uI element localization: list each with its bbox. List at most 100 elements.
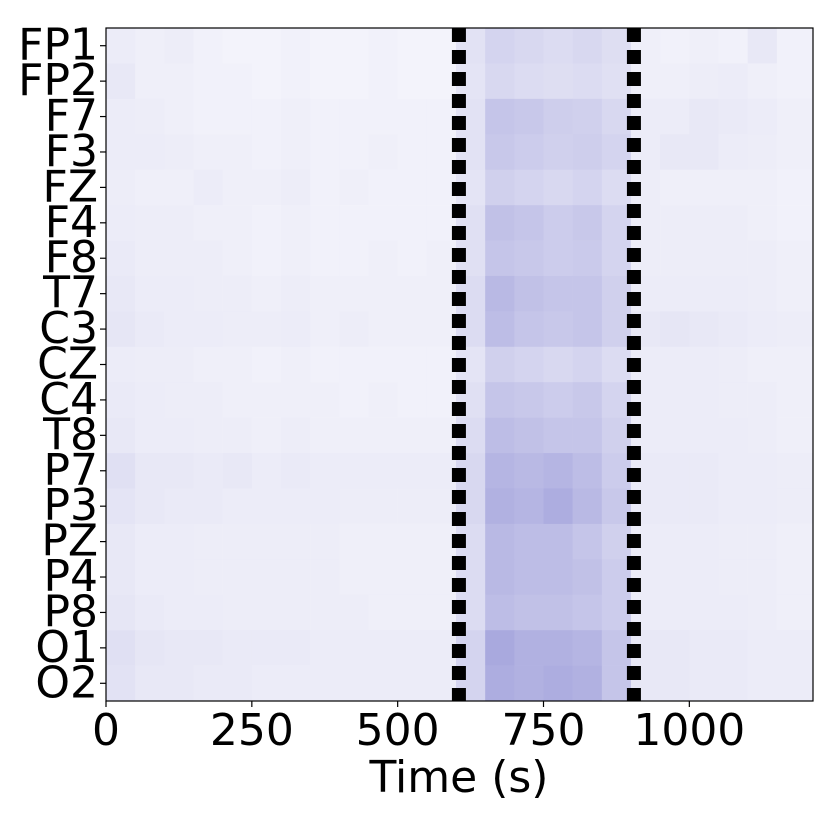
heatmap-cell	[193, 346, 223, 383]
heatmap-cell	[514, 417, 544, 454]
heatmap-cell	[368, 523, 398, 560]
y-tick-label: FZ	[43, 161, 98, 212]
heatmap-cell	[193, 382, 223, 418]
heatmap-cell	[747, 169, 778, 206]
heatmap-cell	[368, 169, 398, 206]
x-tick-label: 0	[92, 705, 120, 756]
heatmap-cell	[193, 275, 223, 312]
heatmap-cell	[485, 488, 515, 525]
heatmap-cell	[106, 169, 136, 206]
heatmap-cell	[193, 488, 223, 525]
heatmap-cell	[426, 523, 457, 560]
heatmap-cell	[776, 453, 814, 489]
heatmap-cell	[485, 630, 515, 666]
heatmap-cell	[660, 98, 690, 135]
heatmap-cell	[106, 346, 136, 383]
heatmap-cell	[281, 98, 311, 135]
heatmap-cell	[426, 169, 457, 206]
heatmap-cell	[397, 275, 428, 312]
heatmap-cell	[426, 417, 457, 454]
heatmap-cell	[368, 382, 398, 418]
heatmap-cell	[106, 134, 136, 170]
heatmap-cell	[543, 134, 573, 170]
heatmap-cell	[368, 488, 398, 525]
heatmap-cell	[543, 417, 573, 454]
heatmap-cell	[251, 311, 282, 348]
heatmap-cell	[397, 311, 428, 348]
heatmap-cell	[339, 240, 369, 277]
heatmap-cell	[397, 28, 428, 64]
heatmap-cell	[776, 134, 814, 170]
heatmap-cell	[747, 594, 778, 631]
heatmap-cell	[601, 346, 632, 383]
y-tick-label: P4	[43, 551, 98, 602]
heatmap-cell	[426, 594, 457, 631]
heatmap-cell	[251, 594, 282, 631]
heatmap-cell	[426, 240, 457, 277]
heatmap-cell	[164, 382, 194, 418]
heatmap-cell	[135, 240, 165, 277]
heatmap-cell	[601, 594, 632, 631]
y-tick-label: P3	[43, 480, 98, 531]
heatmap-cell	[164, 417, 194, 454]
heatmap-cell	[164, 559, 194, 596]
heatmap-cell	[689, 311, 719, 348]
heatmap-cell	[310, 28, 340, 64]
heatmap-cell	[251, 630, 282, 666]
heatmap-cell	[339, 205, 369, 241]
heatmap-cell	[660, 205, 690, 241]
heatmap-cell	[572, 523, 603, 560]
y-tick-label: P7	[43, 445, 98, 496]
heatmap-cell	[397, 134, 428, 170]
heatmap-cell	[485, 523, 515, 560]
heatmap-cell	[251, 275, 282, 312]
heatmap-cell	[747, 453, 778, 489]
heatmap-cell	[572, 275, 603, 312]
heatmap-cell	[747, 665, 778, 702]
heatmap-cell	[543, 169, 573, 206]
heatmap-cell	[281, 240, 311, 277]
heatmap-cell	[572, 665, 603, 702]
heatmap-cell	[164, 28, 194, 64]
heatmap-cell	[689, 240, 719, 277]
heatmap-cell	[281, 346, 311, 383]
heatmap-cell	[718, 311, 748, 348]
heatmap-cell	[310, 311, 340, 348]
heatmap-cell	[368, 205, 398, 241]
y-tick-label: CZ	[37, 339, 98, 390]
heatmap-cell	[776, 98, 814, 135]
heatmap-cell	[281, 205, 311, 241]
heatmap-cell	[222, 417, 253, 454]
heatmap-cell	[572, 453, 603, 489]
heatmap-cell	[281, 488, 311, 525]
heatmap-cell	[251, 346, 282, 383]
heatmap-cell	[339, 630, 369, 666]
y-tick-label: FP2	[18, 55, 98, 106]
heatmap-cell	[281, 417, 311, 454]
heatmap-cell	[572, 28, 603, 64]
heatmap-cell	[164, 346, 194, 383]
heatmap-cell	[514, 630, 544, 666]
heatmap-cell	[689, 63, 719, 100]
heatmap-cell	[193, 594, 223, 631]
x-tick-label: 500	[356, 705, 440, 756]
heatmap-cell	[426, 63, 457, 100]
heatmap-cell	[339, 169, 369, 206]
heatmap-cell	[572, 240, 603, 277]
heatmap-cell	[222, 134, 253, 170]
heatmap-cell	[601, 275, 632, 312]
heatmap-cell	[251, 134, 282, 170]
heatmap-cell	[193, 559, 223, 596]
heatmap-cell	[368, 453, 398, 489]
heatmap-cell	[660, 275, 690, 312]
heatmap-cell	[251, 559, 282, 596]
heatmap-cell	[601, 523, 632, 560]
heatmap-cell	[718, 169, 748, 206]
heatmap-cell	[514, 311, 544, 348]
heatmap-cell	[572, 63, 603, 100]
heatmap-cell	[718, 205, 748, 241]
heatmap-cell	[222, 453, 253, 489]
heatmap-cell	[543, 275, 573, 312]
heatmap-cell	[689, 275, 719, 312]
heatmap-cell	[164, 205, 194, 241]
